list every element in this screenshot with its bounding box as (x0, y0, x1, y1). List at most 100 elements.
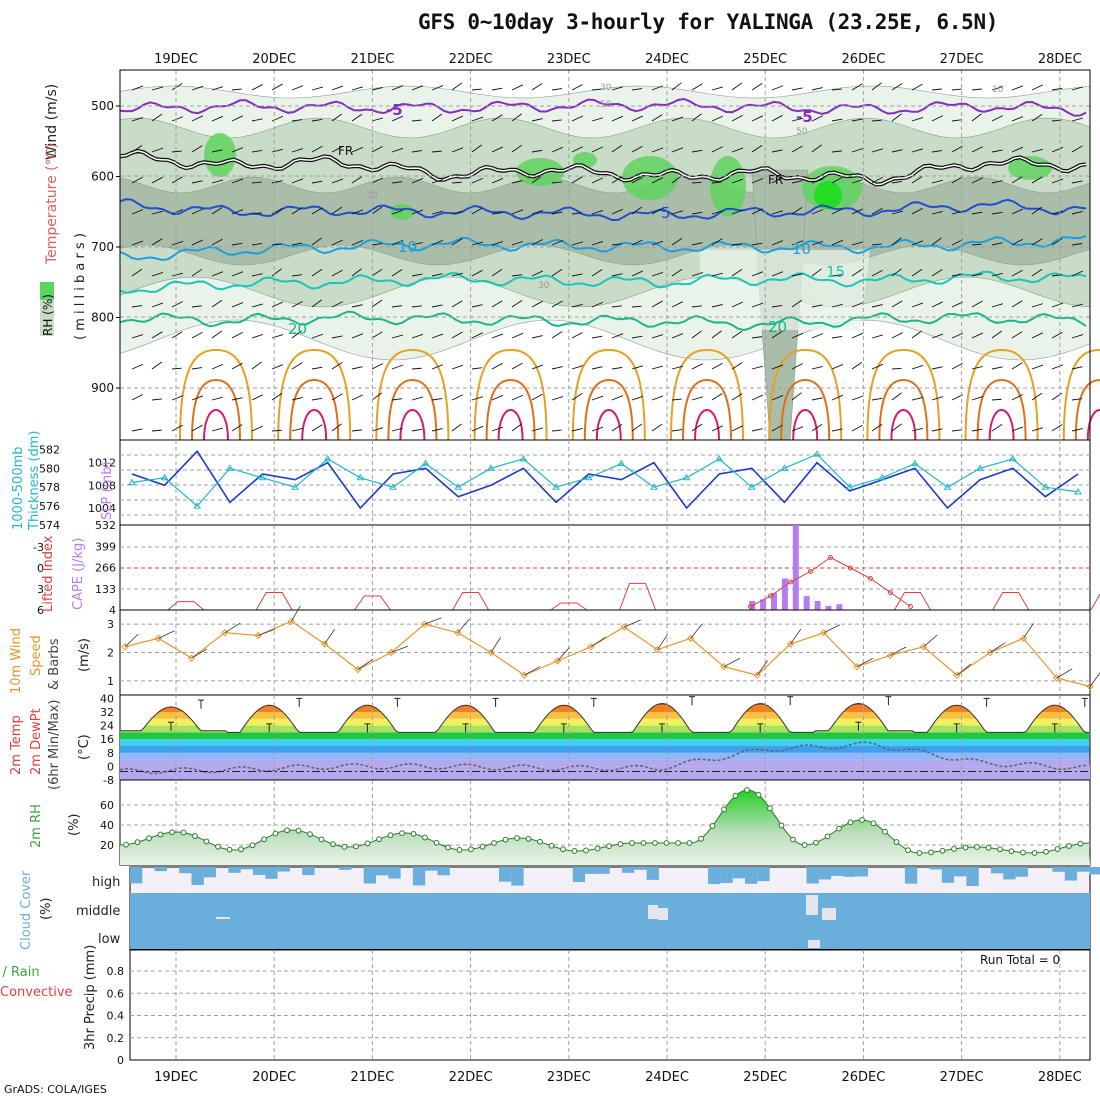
rh2m-line (119, 789, 1090, 854)
wind-barb (771, 114, 783, 122)
wind-barb (971, 273, 983, 277)
wind-barb (551, 268, 563, 277)
rh-tick: 20 (100, 839, 114, 852)
panel8-ticks: 0.8 0.6 0.4 0.2 0 (107, 965, 125, 1067)
wind-barb (991, 303, 1004, 308)
rh2m-marker (686, 840, 693, 846)
wind-barb (971, 395, 984, 401)
wind-barb (751, 428, 763, 432)
wind-barb (171, 176, 183, 184)
wind-barb (831, 239, 844, 246)
wind-barb (571, 427, 583, 432)
wind-barb (1071, 243, 1083, 246)
lifted-index-bump (619, 582, 657, 611)
rh2m-marker (284, 827, 290, 834)
wind-barb (131, 240, 144, 246)
date-label-bottom: 20DEC (252, 1070, 296, 1085)
wind-barb (1031, 427, 1044, 432)
wind-speed-marker (553, 657, 562, 665)
wind-barb (251, 273, 263, 277)
rh2m-marker (180, 829, 187, 836)
rh2m-marker (215, 843, 221, 850)
wind-speed-line (124, 620, 1091, 688)
wind-barb (831, 336, 843, 339)
wind-barb (851, 241, 864, 246)
lifted-index-axis-label: Lifted Index (41, 535, 56, 612)
date-label-top: 23DEC (547, 52, 591, 67)
rh2m-marker (318, 836, 325, 843)
wind-barb (711, 303, 723, 308)
wind-barb (151, 302, 164, 308)
wind-barb (391, 398, 403, 401)
wind-barb (771, 85, 784, 91)
thickness-marker (584, 473, 593, 481)
cape-bar (760, 599, 767, 610)
wind10m-barbs-label: & Barbs (47, 638, 62, 690)
wind-barb (931, 301, 944, 308)
wind-barb-10m (324, 628, 336, 645)
wind-barb (911, 117, 924, 122)
wind-barb (851, 208, 864, 215)
wind-barb (791, 363, 803, 370)
lifted-index-marker (847, 565, 853, 571)
cloud-high-block (634, 867, 647, 870)
freezing-level-line-inner (119, 150, 1087, 186)
wind-barb (1011, 269, 1023, 277)
rh2m-marker (744, 787, 750, 793)
rh2m-marker (410, 830, 417, 837)
wind-barb (1011, 362, 1023, 370)
wind-barb (371, 299, 383, 308)
wind-barb (491, 212, 503, 215)
wind-barb (511, 423, 522, 432)
rh2m-marker (249, 842, 256, 849)
wind-barb (691, 113, 702, 122)
cape-bar (825, 605, 832, 610)
wind-barb (631, 115, 644, 122)
date-label-bottom: 26DEC (841, 1070, 885, 1085)
wind-barb (371, 427, 384, 432)
wind-barb (951, 145, 963, 153)
thickness-marker (845, 483, 854, 490)
wind-barb (871, 334, 884, 339)
wind-barb (971, 177, 983, 184)
wind-barb (791, 180, 803, 184)
cloud-unit: (%) (39, 898, 54, 921)
wind-speed-marker (121, 643, 129, 651)
cloud-high-block (376, 867, 389, 876)
rh2m-marker (399, 830, 405, 837)
wind-barb (511, 180, 523, 184)
wind-barb (631, 270, 644, 277)
cloud-high-block (1089, 867, 1100, 875)
wind-barb (671, 82, 682, 91)
wind-barb (531, 427, 544, 432)
cloud-high-block (818, 867, 832, 880)
panel-cape-lifted-index: -3 0 3 6 532 399 266 133 4 Lifted Index CAPE (J/… (33, 519, 1100, 617)
wind-barb (531, 393, 543, 401)
cape-tick: 4 (109, 604, 116, 617)
lifted-index-bump (452, 592, 490, 611)
wind-barb (231, 331, 243, 339)
wind-barb (131, 268, 143, 277)
wind-barb (331, 146, 343, 153)
cloud-high-block (228, 867, 241, 873)
wind-barb (291, 427, 303, 432)
rh2m-marker (548, 842, 555, 849)
wind-barb (411, 396, 424, 401)
rh2m-marker (790, 836, 796, 843)
wind-barb (731, 301, 744, 308)
lifted-index-marker (747, 604, 753, 609)
lifted-index-marker (767, 593, 773, 599)
wind-barb-10m (923, 634, 938, 648)
cloud-high-block (363, 867, 376, 884)
wind-barb (131, 85, 144, 91)
wind-barb (1011, 238, 1023, 246)
rh2m-marker (928, 849, 934, 856)
wind-barb (731, 147, 744, 153)
wind-barb (951, 394, 963, 401)
wind-barb (531, 118, 543, 122)
rh2m-marker (456, 846, 463, 853)
low-level-isotherm-loop (976, 378, 1027, 441)
wind-barb (751, 177, 764, 184)
thickness-marker (617, 459, 626, 467)
wind-barb (391, 427, 403, 432)
